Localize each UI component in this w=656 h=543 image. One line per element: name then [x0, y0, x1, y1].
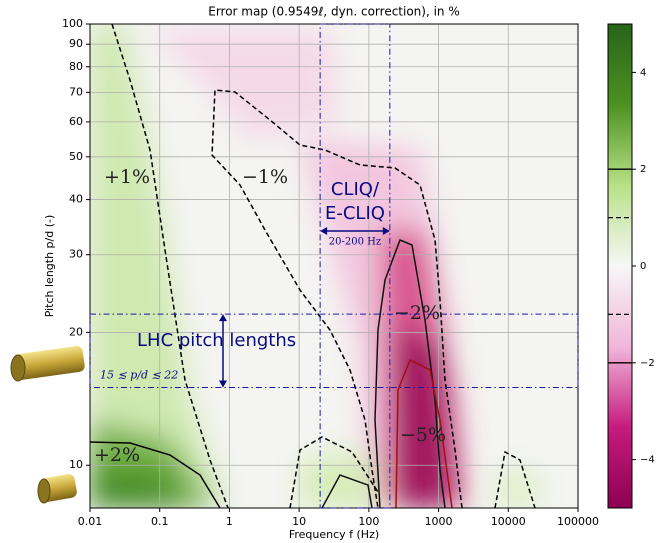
x-tick-label: 10 — [292, 515, 306, 528]
band-sublabel: 20-200 Hz — [329, 237, 381, 248]
y-tick-label: 60 — [69, 115, 83, 128]
x-tick-label: 0.1 — [151, 515, 169, 528]
contour-label: +1% — [104, 166, 150, 188]
y-tick-label: 50 — [69, 150, 83, 163]
cable-icon — [11, 345, 85, 503]
y-tick-label: 80 — [69, 60, 83, 73]
contour-label: −5% — [400, 424, 446, 446]
colorbar — [608, 24, 632, 508]
y-axis-label: Pitch length p/d (-) — [43, 215, 56, 318]
colorbar-tick-label: −4 — [640, 455, 655, 466]
x-tick-label: 10000 — [491, 515, 526, 528]
colorbar-tick-label: −2 — [640, 358, 655, 369]
colorbar-tick-label: 2 — [640, 164, 646, 175]
contour-label: −1% — [242, 166, 288, 188]
x-tick-label: 100000 — [557, 515, 599, 528]
x-tick-label: 0.01 — [78, 515, 103, 528]
y-tick-label: 10 — [69, 458, 83, 471]
y-tick-label: 100 — [62, 17, 83, 30]
x-axis-label: Frequency f (Hz) — [289, 528, 379, 541]
y-tick-label: 30 — [69, 248, 83, 261]
x-tick-label: 1000 — [425, 515, 453, 528]
y-tick-label: 70 — [69, 85, 83, 98]
y-tick-label: 40 — [69, 193, 83, 206]
x-tick-label: 1 — [226, 515, 233, 528]
x-tick-label: 100 — [358, 515, 379, 528]
heatmap-field — [90, 24, 578, 508]
band-label: LHC pitch lengths — [137, 330, 296, 351]
chart: Error map (0.9549ℓ, dyn. correction), in… — [0, 0, 656, 543]
colorbar-tick-label: 0 — [640, 261, 646, 272]
band-sublabel: 15 ≲ p/d ≲ 22 — [100, 369, 178, 382]
contour-label: +2% — [94, 444, 140, 466]
y-tick-label: 20 — [69, 325, 83, 338]
colorbar-tick-label: 4 — [640, 67, 646, 78]
chart-title: Error map (0.9549ℓ, dyn. correction), in… — [208, 5, 460, 19]
y-tick-label: 90 — [69, 37, 83, 50]
contour-label: −2% — [394, 302, 440, 324]
